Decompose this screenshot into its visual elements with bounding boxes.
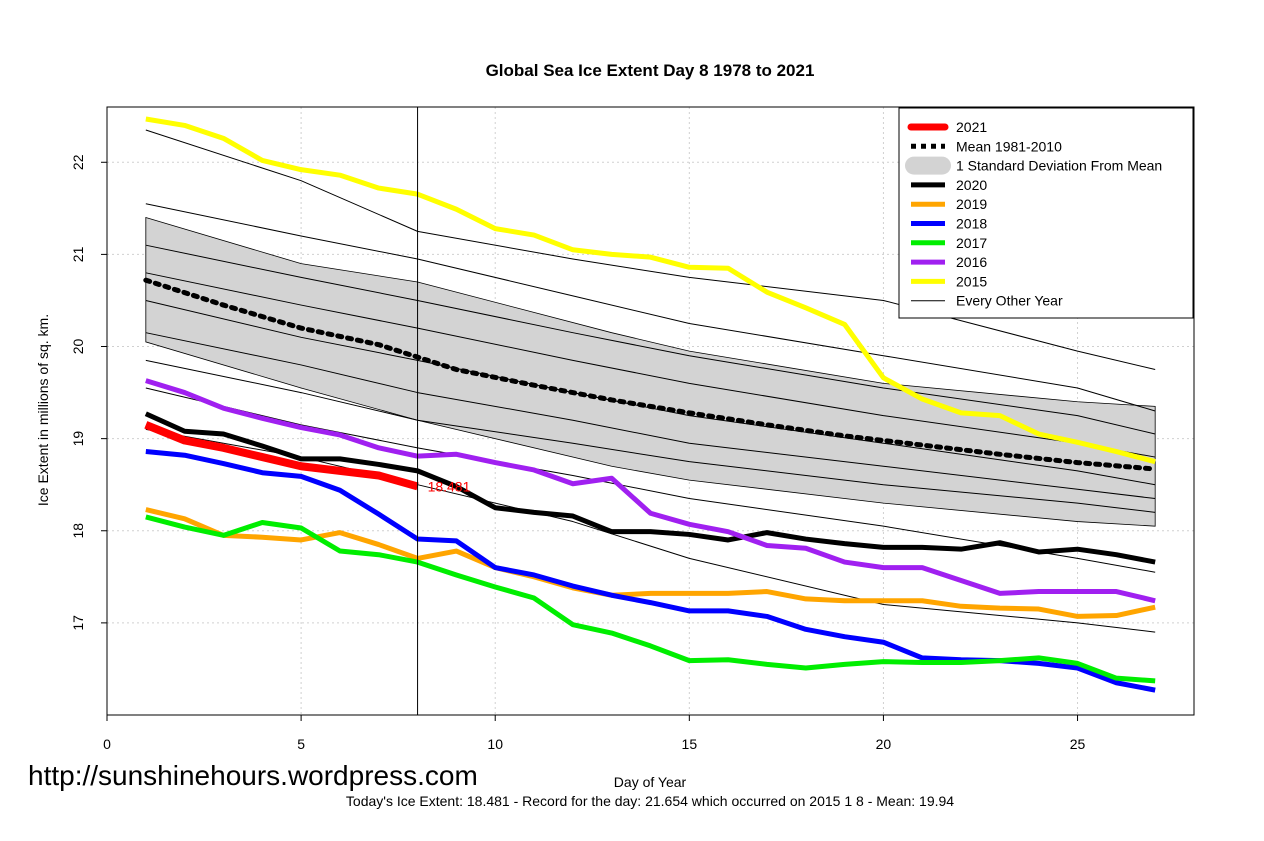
series-layer: 18.481 — [143, 107, 1158, 715]
series-line-year-14 — [145, 359, 1156, 513]
series-line-year-16 — [145, 428, 1156, 633]
band-area — [145, 217, 1156, 527]
y-axis-label: Ice Extent in millions of sq. km. — [35, 314, 51, 506]
legend: 2021 Mean 1981-2010 1 Standard Deviation F… — [898, 107, 1194, 319]
y-tick-label: 21 — [70, 246, 86, 262]
chart-title: Global Sea Ice Extent Day 8 1978 to 2021 — [486, 61, 815, 80]
legend-label: 2019 — [956, 196, 987, 212]
series-line-2020 — [144, 411, 1156, 565]
legend-swatch-band — [905, 156, 951, 175]
legend-label: 2015 — [956, 273, 987, 289]
series-line-mean-1981-2010 — [143, 277, 1158, 472]
legend-label: 2020 — [956, 177, 987, 193]
legend-label: Mean 1981-2010 — [956, 138, 1062, 154]
current-value-label: 18.481 — [428, 478, 471, 494]
legend-label: 2021 — [956, 119, 987, 135]
x-tick-label: 20 — [876, 736, 892, 752]
series-line-2021 — [144, 421, 419, 491]
x-tick-label: 0 — [103, 736, 111, 752]
series-line-year-11 — [145, 272, 1156, 458]
x-tick-label: 25 — [1070, 736, 1086, 752]
x-axis-label: Day of Year — [614, 774, 687, 790]
y-tick-label: 17 — [70, 615, 86, 631]
series-line-2015 — [145, 116, 1156, 465]
y-tick-label: 19 — [70, 431, 86, 447]
series-line-2017 — [145, 514, 1156, 684]
legend-label: 2016 — [956, 254, 987, 270]
series-line-year-10 — [145, 244, 1156, 435]
y-tick-label: 22 — [70, 154, 86, 170]
legend-label: 2017 — [956, 235, 987, 251]
legend-label: Every Other Year — [956, 293, 1063, 309]
legend-label: 1 Standard Deviation From Mean — [956, 158, 1162, 174]
x-tick-label: 5 — [297, 736, 305, 752]
legend-label: 2018 — [956, 216, 987, 232]
x-tick-label: 15 — [682, 736, 698, 752]
caption: Today's Ice Extent: 18.481 - Record for … — [345, 793, 955, 809]
series-line-2016 — [145, 378, 1156, 604]
series-line-year-9 — [145, 203, 1156, 412]
source-url: http://sunshinehours.wordpress.com — [28, 760, 478, 791]
plot-frame — [106, 106, 1195, 716]
series-line-year-13 — [145, 332, 1156, 500]
x-tick-label: 10 — [487, 736, 503, 752]
legend-box — [898, 107, 1194, 319]
y-tick-label: 18 — [70, 523, 86, 539]
y-tick-label: 20 — [70, 339, 86, 355]
std-dev-band — [145, 217, 1156, 527]
series-line-every-other-year — [145, 129, 1156, 371]
